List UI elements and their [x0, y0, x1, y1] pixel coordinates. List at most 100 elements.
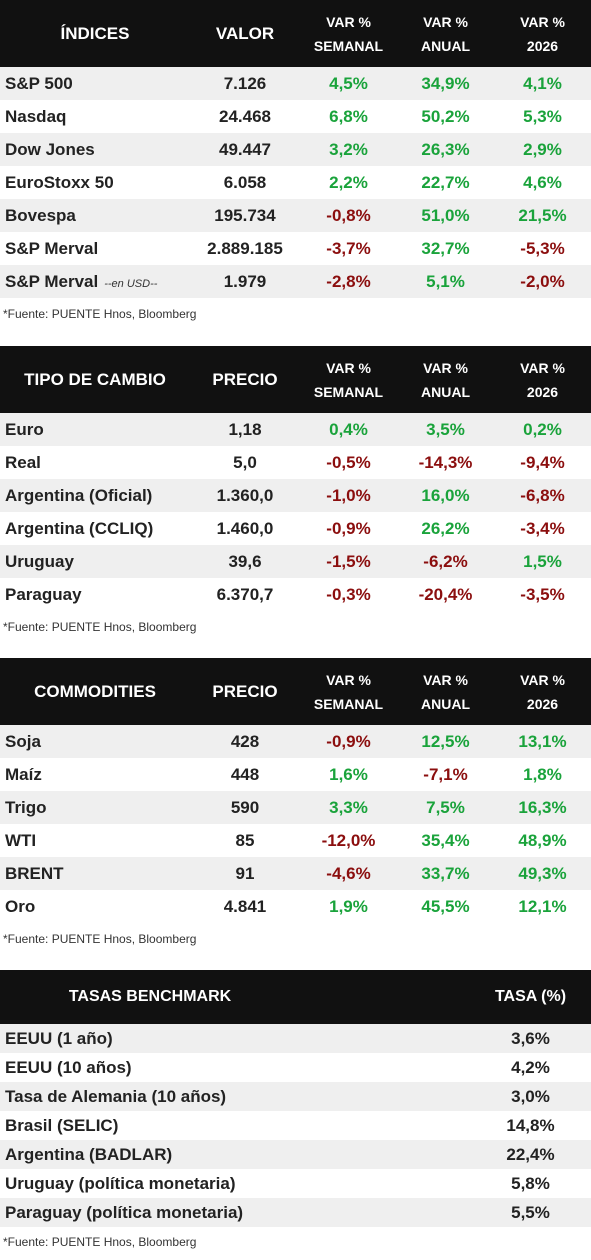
- table-row: Oro 4.841 1,9% 45,5% 12,1%: [0, 890, 591, 923]
- row-value: 6.370,7: [216, 584, 274, 604]
- row-var-ytd: 49,3%: [518, 863, 567, 883]
- table-row: Brasil (SELIC) 14,8%: [0, 1111, 591, 1140]
- row-name-text: Paraguay: [5, 584, 82, 604]
- row-name: Dow Jones: [0, 140, 190, 160]
- row-var-annual: 16,0%: [421, 485, 470, 505]
- col-header-commodities: COMMODITIES: [34, 681, 156, 701]
- row-name: Real: [0, 453, 190, 473]
- benchmark-header: TASAS BENCHMARK TASA (%): [0, 970, 591, 1024]
- row-var-annual: -6,2%: [423, 551, 468, 571]
- row-value: 85: [235, 830, 255, 850]
- row-value: 1,18: [228, 419, 262, 439]
- row-name-text: S&P 500: [5, 73, 73, 93]
- row-var-ytd: 4,1%: [523, 73, 562, 93]
- row-var-ytd: 16,3%: [518, 797, 567, 817]
- row-var-annual: 51,0%: [421, 205, 470, 225]
- row-name-text: Bovespa: [5, 205, 76, 225]
- row-name: EuroStoxx 50: [0, 173, 190, 193]
- row-var-ytd: 12,1%: [518, 896, 567, 916]
- row-value: 195.734: [214, 205, 276, 225]
- row-value: 1.460,0: [216, 518, 274, 538]
- row-rate: 3,0%: [511, 1086, 550, 1106]
- row-var-annual: 50,2%: [421, 106, 470, 126]
- benchmark-rows: EEUU (1 año) 3,6% EEUU (10 años) 4,2% Tasa d…: [0, 1024, 591, 1227]
- table-row: EEUU (1 año) 3,6%: [0, 1024, 591, 1053]
- table-row: WTI 85 -12,0% 35,4% 48,9%: [0, 824, 591, 857]
- indices-table: ÍNDICES VALOR VAR % SEMANAL VAR % ANUAL VA…: [0, 0, 591, 333]
- row-var-annual: 22,7%: [421, 172, 470, 192]
- table-row: Dow Jones 49.447 3,2% 26,3% 2,9%: [0, 133, 591, 166]
- row-value: 1.360,0: [216, 485, 274, 505]
- row-value: 5,0: [233, 452, 257, 472]
- table-row: Uruguay (política monetaria) 5,8%: [0, 1169, 591, 1198]
- table-row: S&P 500 7.126 4,5% 34,9% 4,1%: [0, 67, 591, 100]
- row-var-ytd: 2,9%: [523, 139, 562, 159]
- row-var-ytd: -2,0%: [520, 271, 565, 291]
- source-note: *Fuente: PUENTE Hnos, Bloomberg: [3, 1235, 197, 1249]
- fx-table: TIPO DE CAMBIO PRECIO VAR % SEMANAL VAR %…: [0, 346, 591, 645]
- row-var-ytd: 1,8%: [523, 764, 562, 784]
- row-var-annual: 33,7%: [421, 863, 470, 883]
- row-var-weekly: 0,4%: [329, 419, 368, 439]
- table-row: S&P Merval 2.889.185 -3,7% 32,7% -5,3%: [0, 232, 591, 265]
- row-name: Trigo: [0, 798, 190, 818]
- source-note: *Fuente: PUENTE Hnos, Bloomberg: [3, 307, 197, 321]
- row-var-weekly: 4,5%: [329, 73, 368, 93]
- col-header-var-2026: VAR % 2026: [520, 359, 565, 400]
- row-var-weekly: -0,8%: [326, 205, 371, 225]
- row-var-annual: -14,3%: [418, 452, 473, 472]
- col-header-var-semanal: VAR % SEMANAL: [313, 671, 384, 712]
- col-header-var-2026: VAR % 2026: [520, 13, 565, 54]
- row-value: 91: [235, 863, 255, 883]
- row-var-ytd: 1,5%: [523, 551, 562, 571]
- row-value: 448: [230, 764, 260, 784]
- col-header-indices: ÍNDICES: [60, 23, 130, 43]
- row-var-weekly: -0,9%: [326, 731, 371, 751]
- row-var-annual: -20,4%: [418, 584, 473, 604]
- row-var-annual: 34,9%: [421, 73, 470, 93]
- row-name: Brasil (SELIC): [5, 1115, 119, 1135]
- row-var-weekly: -4,6%: [326, 863, 371, 883]
- row-var-weekly: -3,7%: [326, 238, 371, 258]
- row-name-text: Argentina (Oficial): [5, 485, 153, 505]
- row-value: 49.447: [219, 139, 271, 159]
- row-name-text: Euro: [5, 419, 44, 439]
- row-rate: 5,5%: [511, 1202, 550, 1222]
- row-var-weekly: 1,9%: [329, 896, 368, 916]
- row-value: 4.841: [223, 896, 267, 916]
- row-name-text: Maíz: [5, 764, 42, 784]
- row-var-ytd: -9,4%: [520, 452, 565, 472]
- col-header-precio: PRECIO: [212, 681, 278, 701]
- row-rate: 22,4%: [506, 1144, 555, 1164]
- row-name-text: Oro: [5, 896, 36, 916]
- row-name-text: Argentina (CCLIQ): [5, 518, 154, 538]
- row-name-text: S&P Merval: [5, 271, 99, 291]
- row-var-weekly: 2,2%: [329, 172, 368, 192]
- row-var-annual: 5,1%: [426, 271, 465, 291]
- col-header-var-anual: VAR % ANUAL: [421, 671, 470, 712]
- table-row: Nasdaq 24.468 6,8% 50,2% 5,3%: [0, 100, 591, 133]
- row-name: WTI: [0, 831, 190, 851]
- row-name: Argentina (BADLAR): [5, 1144, 173, 1164]
- row-value: 24.468: [219, 106, 271, 126]
- row-name: EEUU (10 años): [5, 1057, 132, 1077]
- row-var-weekly: -0,9%: [326, 518, 371, 538]
- col-header-valor: VALOR: [215, 23, 275, 43]
- row-name-text: Trigo: [5, 797, 47, 817]
- table-row: Paraguay 6.370,7 -0,3% -20,4% -3,5%: [0, 578, 591, 611]
- table-row: Trigo 590 3,3% 7,5% 16,3%: [0, 791, 591, 824]
- row-name-text: EuroStoxx 50: [5, 172, 114, 192]
- col-header-var-anual: VAR % ANUAL: [421, 13, 470, 54]
- row-var-weekly: -1,0%: [326, 485, 371, 505]
- row-name: Nasdaq: [0, 107, 190, 127]
- row-var-weekly: -2,8%: [326, 271, 371, 291]
- col-header-tasas-benchmark: TASAS BENCHMARK: [68, 988, 232, 1005]
- row-var-ytd: -3,4%: [520, 518, 565, 538]
- row-var-ytd: -6,8%: [520, 485, 565, 505]
- row-var-annual: -7,1%: [423, 764, 468, 784]
- row-name: BRENT: [0, 864, 190, 884]
- row-var-weekly: 3,3%: [329, 797, 368, 817]
- row-name: Tasa de Alemania (10 años): [5, 1086, 227, 1106]
- row-var-weekly: 3,2%: [329, 139, 368, 159]
- row-name: Maíz: [0, 765, 190, 785]
